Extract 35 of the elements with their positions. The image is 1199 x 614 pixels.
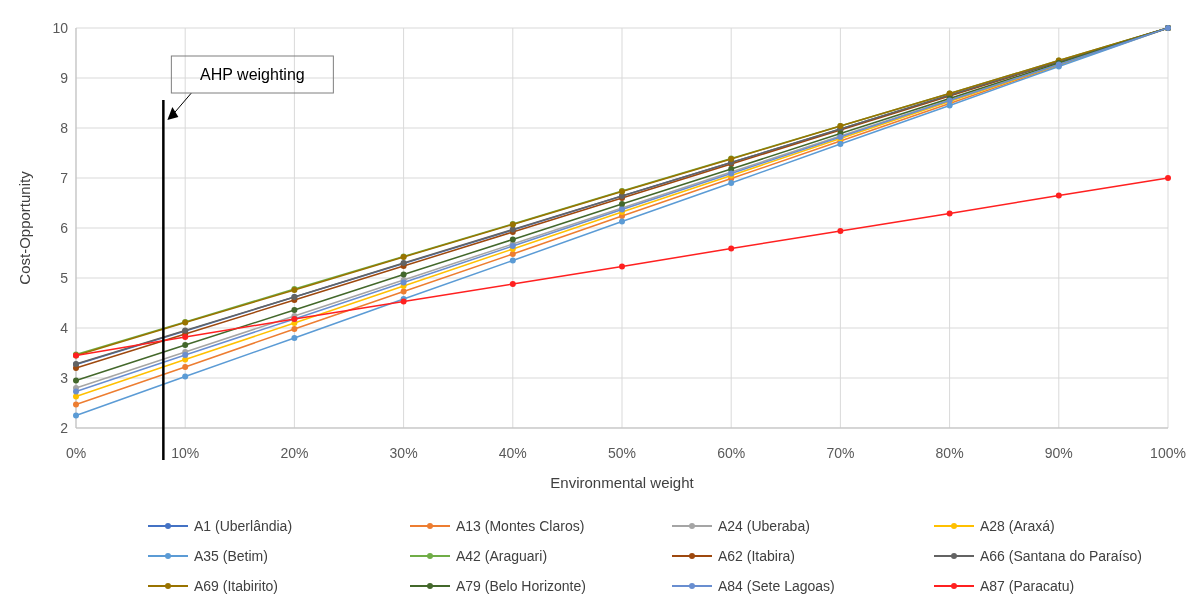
- y-tick-label: 10: [52, 19, 69, 36]
- y-tick-label: 4: [60, 319, 69, 336]
- legend-label: A13 (Montes Claros): [456, 517, 585, 534]
- legend-label: A87 (Paracatu): [980, 577, 1075, 594]
- y-axis-title: Cost-Opportunity: [16, 170, 33, 285]
- y-tick-label: 7: [60, 169, 69, 186]
- legend-label: A28 (Araxá): [980, 517, 1055, 534]
- legend-label: A1 (Uberlândia): [194, 517, 293, 534]
- x-tick-label: 50%: [607, 445, 637, 461]
- x-tick-label: 40%: [498, 445, 527, 461]
- legend-label: A42 (Araguari): [456, 547, 548, 564]
- y-tick-label: 3: [60, 369, 69, 386]
- y-tick-label: 5: [60, 269, 69, 286]
- y-tick-label: 2: [60, 419, 69, 436]
- x-tick-label: 80%: [935, 445, 964, 461]
- legend-label: A24 (Uberaba): [718, 517, 810, 534]
- y-tick-label: 9: [60, 69, 69, 86]
- x-tick-label: 10%: [171, 445, 200, 461]
- legend-label: A84 (Sete Lagoas): [718, 577, 835, 594]
- legend-label: A69 (Itabirito): [194, 577, 279, 594]
- legend-label: A35 (Betim): [194, 547, 268, 564]
- y-tick-label: 8: [60, 119, 69, 136]
- y-tick-label: 6: [60, 219, 69, 236]
- x-tick-label: 20%: [280, 445, 309, 461]
- legend-label: A62 (Itabira): [718, 547, 796, 564]
- x-tick-label: 0%: [65, 445, 87, 461]
- x-tick-label: 70%: [826, 445, 855, 461]
- ref-line-label: AHP weighting: [200, 66, 305, 83]
- x-axis-title: Environmental weight: [550, 474, 695, 491]
- x-tick-label: 100%: [1150, 445, 1186, 461]
- x-tick-label: 30%: [389, 445, 418, 461]
- legend-label: A66 (Santana do Paraíso): [980, 547, 1142, 564]
- legend-label: A79 (Belo Horizonte): [456, 577, 586, 594]
- x-tick-label: 90%: [1044, 445, 1073, 461]
- x-tick-label: 60%: [717, 445, 746, 461]
